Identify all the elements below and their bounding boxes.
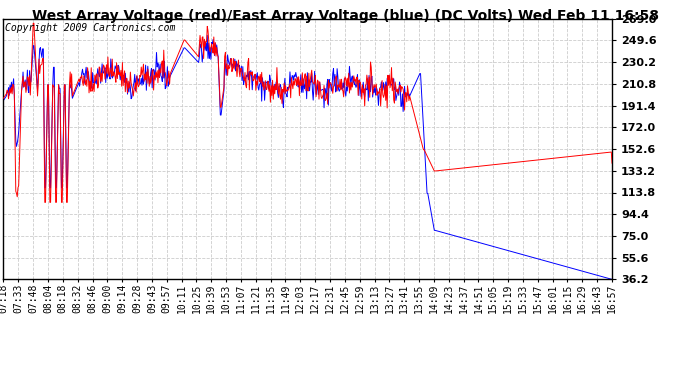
Text: Copyright 2009 Cartronics.com: Copyright 2009 Cartronics.com <box>5 22 175 33</box>
Text: West Array Voltage (red)/East Array Voltage (blue) (DC Volts) Wed Feb 11 16:58: West Array Voltage (red)/East Array Volt… <box>32 9 658 23</box>
